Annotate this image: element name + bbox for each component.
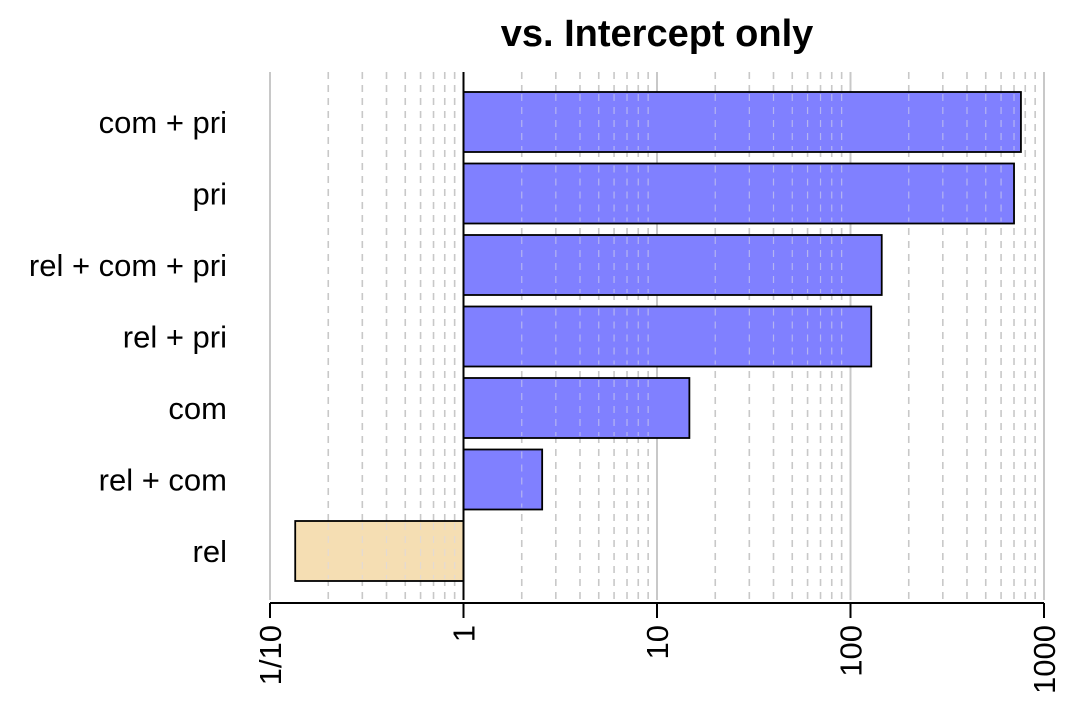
bar [462,377,691,439]
x-tick-label: 10 [640,625,675,659]
x-axis: 1/10 1 10 100 1000 [253,602,1062,694]
x-tick-label: 1000 [1027,625,1062,694]
chart-title: vs. Intercept only [501,13,814,55]
category-label: com + pri [99,105,227,140]
x-tick-label: 1 [447,625,482,642]
bar [294,520,465,582]
bar [462,234,883,296]
category-label: rel + com [99,463,227,498]
bar [462,91,1022,153]
category-label: com [168,391,227,426]
category-label: rel [193,534,227,569]
x-tick-label: 100 [834,625,869,677]
bar-layer [294,72,1022,600]
bar [462,305,873,368]
category-label: rel + com + pri [29,248,227,283]
category-label: rel + pri [123,320,227,355]
x-tick-label: 1/10 [253,625,288,685]
category-labels: com + pri pri rel + com + pri rel + pri com r… [29,105,227,569]
bar [462,162,1015,225]
category-label: pri [193,177,227,212]
bar [462,448,544,511]
